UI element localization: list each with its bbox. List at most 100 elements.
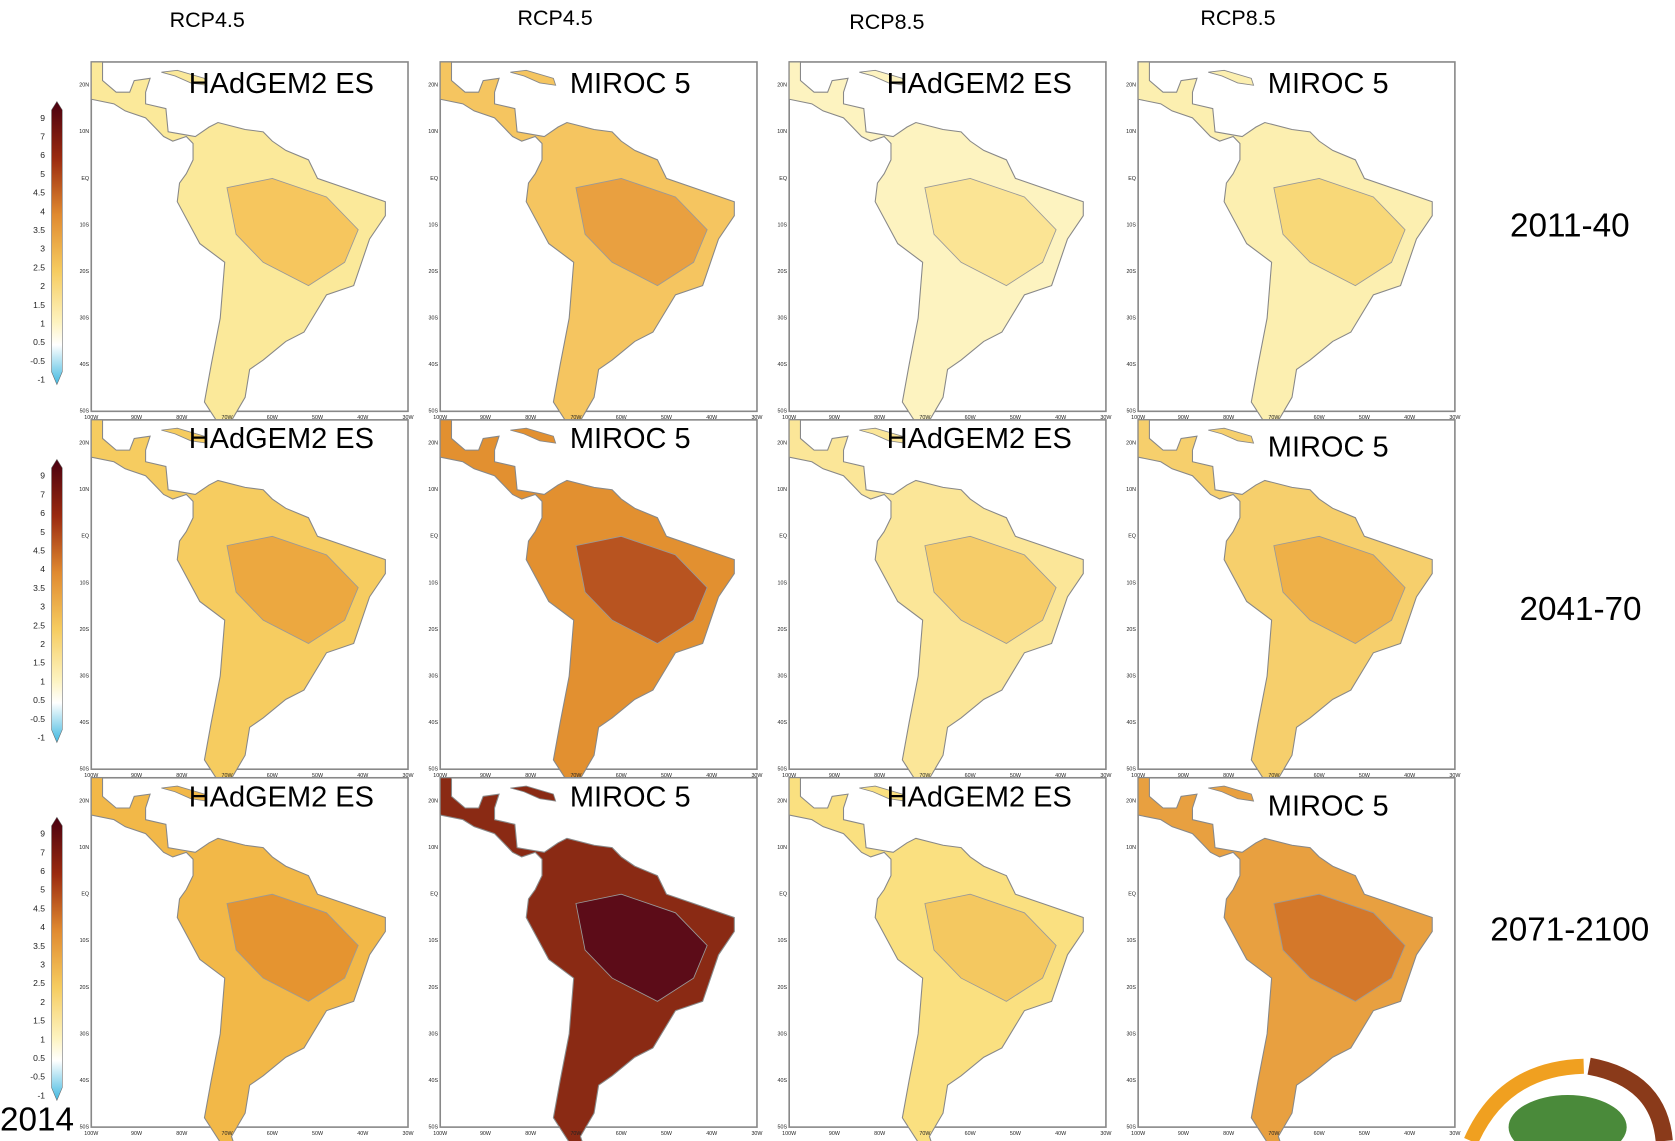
lon-tick-label: 30W — [402, 415, 414, 421]
colorbar-label: 4.5 — [33, 188, 45, 198]
lon-tick-label: 70W — [222, 773, 234, 779]
lat-tick-label: 40S — [80, 720, 90, 726]
lat-tick-label: 20S — [429, 627, 439, 633]
lon-tick-label: 40W — [357, 773, 369, 779]
lat-tick-label: 10S — [80, 222, 90, 228]
lon-tick-label: 70W — [919, 415, 931, 421]
lon-tick-label: 100W — [433, 415, 448, 421]
lat-tick-label: 40S — [777, 362, 787, 368]
land — [788, 419, 1084, 794]
lat-tick-label: 30S — [777, 1031, 787, 1037]
colorbar-label: 5 — [40, 527, 45, 537]
panel-label: HAdGEM2 ES — [887, 782, 1072, 814]
colorbar-label: 3 — [40, 602, 45, 612]
colorbar-label: 3 — [40, 960, 45, 970]
lon-tick-label: 40W — [706, 773, 718, 779]
lon-tick-label: 30W — [751, 415, 763, 421]
lon-tick-label: 70W — [222, 1131, 234, 1137]
land — [510, 785, 557, 802]
land — [161, 69, 208, 86]
colorbar-label: -1 — [37, 375, 45, 385]
lon-tick-label: 50W — [661, 773, 673, 779]
land — [439, 419, 735, 794]
lon-tick-label: 80W — [176, 1131, 188, 1137]
lat-tick-label: 30S — [1126, 316, 1136, 322]
lat-tick-label: 30S — [429, 1031, 439, 1037]
lat-tick-label: 20S — [80, 985, 90, 991]
lon-tick-label: 70W — [222, 415, 234, 421]
lon-tick-label: 100W — [1131, 415, 1146, 421]
lon-tick-label: 90W — [480, 415, 492, 421]
colorbar-label: 2 — [40, 997, 45, 1007]
colorbar-label: -0.5 — [30, 356, 45, 366]
lon-tick-label: 50W — [661, 1131, 673, 1137]
lat-tick-label: 10N — [1126, 129, 1136, 135]
inner-region — [226, 535, 359, 644]
lat-tick-label: 10S — [777, 938, 787, 944]
lon-tick-label: 60W — [1314, 415, 1326, 421]
colorbar — [51, 816, 63, 1102]
lon-tick-label: 30W — [1100, 415, 1112, 421]
lat-tick-label: EQ — [430, 176, 438, 182]
colorbar-label: 4 — [40, 922, 45, 932]
land — [859, 785, 906, 802]
lon-tick-label: 100W — [782, 1131, 797, 1137]
column-header: RCP4.5 — [518, 6, 593, 30]
colorbar-label: 9 — [40, 113, 45, 123]
lon-tick-label: 40W — [1055, 1131, 1067, 1137]
lon-tick-label: 40W — [706, 415, 718, 421]
lat-tick-label: 10N — [428, 487, 438, 493]
lon-tick-label: 80W — [525, 1131, 537, 1137]
lat-tick-label: 30S — [777, 316, 787, 322]
lon-tick-label: 50W — [661, 415, 673, 421]
lon-tick-label: 100W — [782, 773, 797, 779]
lat-tick-label: 50S — [1126, 767, 1136, 773]
lat-tick-label: 50S — [1126, 1125, 1136, 1131]
lat-tick-label: 50S — [429, 767, 439, 773]
lat-tick-label: 40S — [80, 1078, 90, 1084]
lat-tick-label: EQ — [430, 534, 438, 540]
lon-tick-label: 70W — [1268, 415, 1280, 421]
lon-tick-label: 100W — [1131, 1131, 1146, 1137]
lon-tick-label: 30W — [751, 1131, 763, 1137]
lat-tick-label: EQ — [1128, 534, 1136, 540]
lon-tick-label: 70W — [570, 1131, 582, 1137]
lat-tick-label: 10N — [428, 845, 438, 851]
colorbar-label: 4.5 — [33, 546, 45, 556]
lon-tick-label: 100W — [84, 773, 99, 779]
lat-tick-label: 50S — [429, 1125, 439, 1131]
lon-tick-label: 100W — [782, 415, 797, 421]
lat-tick-label: 20S — [429, 269, 439, 275]
land — [161, 427, 208, 444]
colorbar-label: 4 — [40, 564, 45, 574]
lon-tick-label: 50W — [312, 1131, 324, 1137]
land — [90, 61, 386, 436]
lat-tick-label: EQ — [81, 176, 89, 182]
logo — [1464, 1057, 1673, 1141]
lat-tick-label: 30S — [777, 673, 787, 679]
lon-tick-label: 60W — [267, 1131, 279, 1137]
colorbar-label: 2.5 — [33, 620, 45, 630]
colorbar-label: -0.5 — [30, 714, 45, 724]
colorbar-label: 2.5 — [33, 978, 45, 988]
lon-tick-label: 30W — [1100, 773, 1112, 779]
lon-tick-label: 90W — [1178, 773, 1190, 779]
lon-tick-label: 30W — [402, 1131, 414, 1137]
inner-region — [575, 893, 708, 1002]
colorbar-label: 9 — [40, 471, 45, 481]
colorbar-label: 0.5 — [33, 337, 45, 347]
lon-tick-label: 90W — [829, 415, 841, 421]
inner-region — [1273, 535, 1406, 644]
lat-tick-label: 20S — [777, 269, 787, 275]
lon-tick-label: 60W — [267, 773, 279, 779]
lon-tick-label: 70W — [919, 773, 931, 779]
lat-tick-label: 30S — [80, 1031, 90, 1037]
lat-tick-label: 40S — [1126, 362, 1136, 368]
lon-tick-label: 100W — [1131, 773, 1146, 779]
panel-label: MIROC 5 — [1268, 68, 1389, 100]
inner-region — [1273, 177, 1406, 287]
lat-tick-label: 20N — [428, 441, 438, 447]
